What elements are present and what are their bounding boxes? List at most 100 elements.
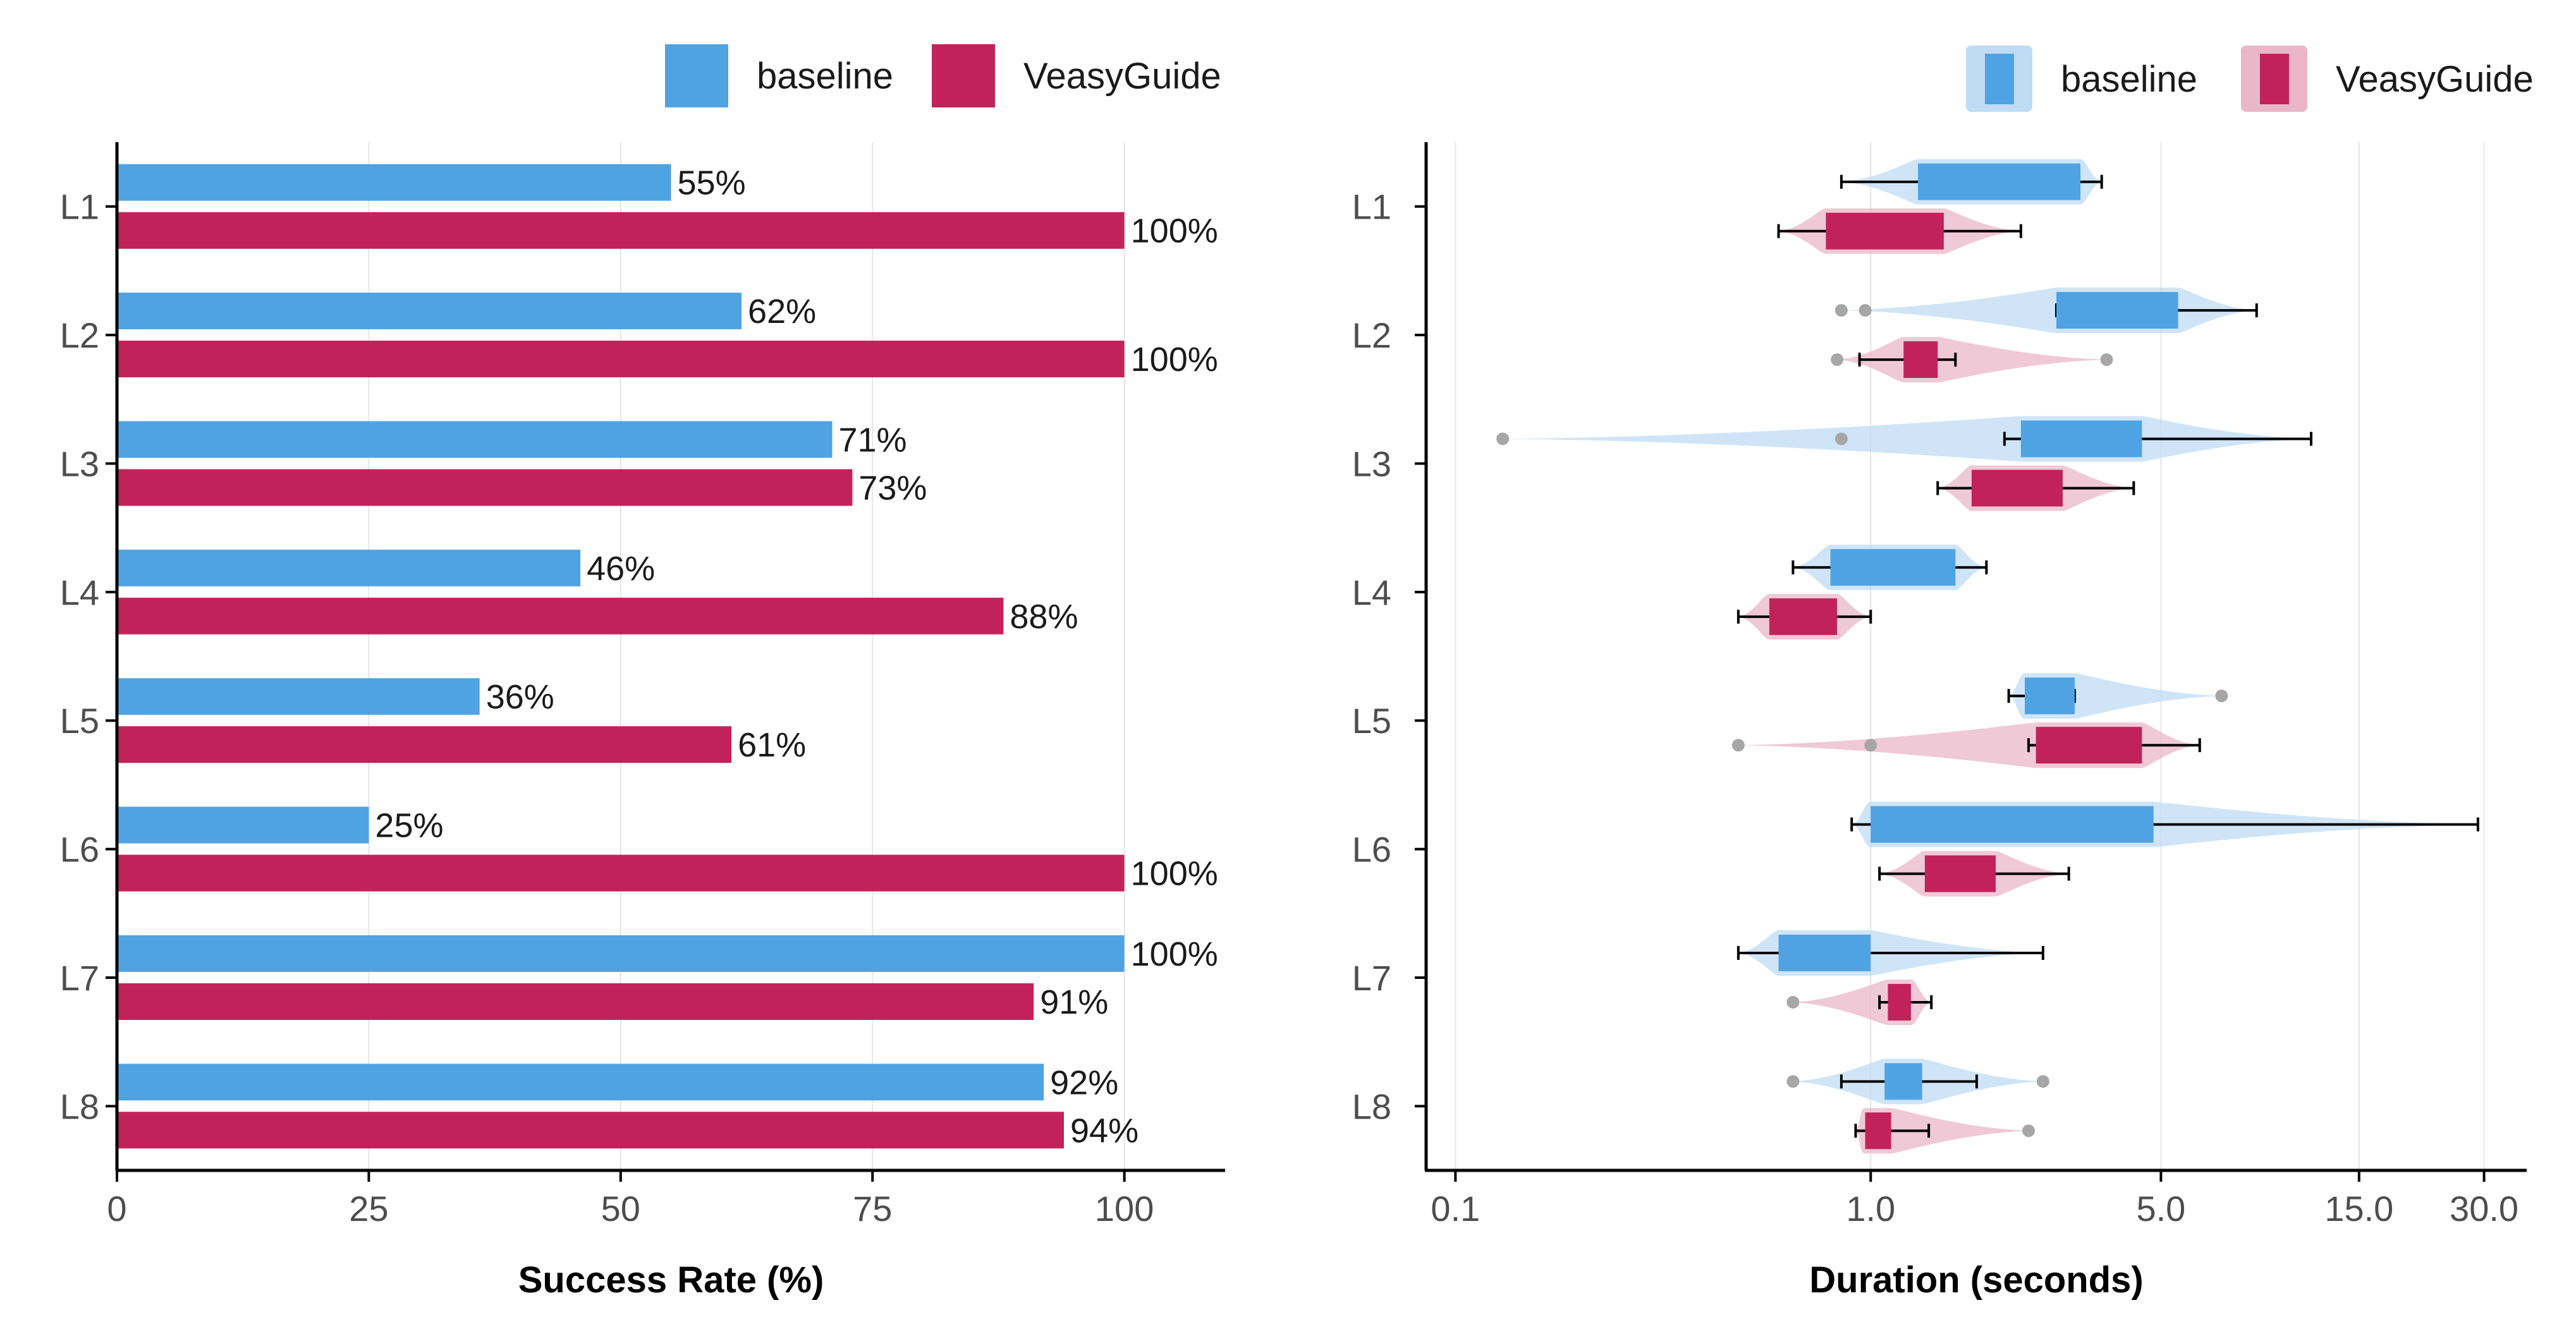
bar-value-label: 88% bbox=[1010, 598, 1078, 636]
y-tick-label: L6 bbox=[1352, 830, 1391, 870]
y-tick-label: L4 bbox=[60, 573, 99, 612]
box-baseline-l6 bbox=[1871, 806, 2154, 843]
y-tick-label: L1 bbox=[60, 187, 99, 227]
box-veasyguide-l2 bbox=[1903, 341, 1938, 379]
y-tick-label: L5 bbox=[1352, 701, 1391, 741]
legend-box-swatch-baseline bbox=[1985, 54, 2014, 104]
x-tick-label: 0.1 bbox=[1431, 1189, 1480, 1229]
bar-veasyguide-l1 bbox=[117, 212, 1125, 249]
y-tick-label: L7 bbox=[60, 958, 99, 998]
x-tick-label: 25 bbox=[349, 1189, 388, 1229]
x-tick-label: 5.0 bbox=[2136, 1189, 2185, 1229]
legend-label: baseline bbox=[2061, 59, 2197, 100]
x-tick-label: 15.0 bbox=[2324, 1189, 2393, 1229]
bar-veasyguide-l7 bbox=[117, 983, 1034, 1020]
box-baseline-l1 bbox=[1918, 163, 2081, 200]
x-tick-label: 100 bbox=[1095, 1189, 1154, 1229]
x-axis-title: Success Rate (%) bbox=[518, 1259, 824, 1301]
bar-value-label: 91% bbox=[1040, 983, 1108, 1021]
bar-baseline-l3 bbox=[117, 421, 833, 458]
legend-swatch-baseline bbox=[665, 44, 728, 107]
bar-value-label: 61% bbox=[738, 726, 806, 764]
outlier-point-baseline-l3 bbox=[1834, 432, 1848, 446]
bar-value-label: 100% bbox=[1131, 855, 1218, 893]
box-baseline-l3 bbox=[2020, 420, 2142, 458]
bar-baseline-l6 bbox=[117, 806, 369, 844]
y-tick-label: L8 bbox=[1352, 1086, 1391, 1126]
outlier-point-baseline-l8 bbox=[2036, 1075, 2049, 1088]
bar-veasyguide-l4 bbox=[117, 597, 1004, 634]
box-baseline-l5 bbox=[2025, 677, 2075, 715]
y-tick-label: L4 bbox=[1352, 573, 1391, 612]
box-veasyguide-l4 bbox=[1769, 598, 1838, 635]
outlier-point-baseline-l8 bbox=[1786, 1075, 1800, 1088]
box-veasyguide-l6 bbox=[1924, 855, 1996, 892]
box-baseline-l7 bbox=[1778, 934, 1871, 971]
bar-baseline-l7 bbox=[117, 935, 1125, 972]
y-tick-label: L7 bbox=[1352, 958, 1391, 998]
outlier-point-baseline-l2 bbox=[1834, 304, 1848, 317]
outlier-point-baseline-l2 bbox=[1859, 304, 1872, 317]
bar-baseline-l2 bbox=[117, 293, 742, 330]
duration-chart: L1 L2 L3 L4 L5 L6 L7 L8 0.1 1.0 5.0 15.0 30.0 Duratio… bbox=[1352, 46, 2534, 1301]
x-tick-label: 50 bbox=[601, 1189, 640, 1229]
box-veasyguide-l1 bbox=[1826, 212, 1944, 250]
bar-value-label: 25% bbox=[375, 807, 443, 845]
bar-veasyguide-l6 bbox=[117, 854, 1125, 892]
box-baseline-l2 bbox=[2056, 292, 2178, 329]
outlier-point-veasyguide-l7 bbox=[1786, 995, 1800, 1009]
outlier-point-baseline-l5 bbox=[2215, 689, 2228, 703]
bar-value-label: 71% bbox=[838, 421, 906, 459]
violin-veasyguide-l8 bbox=[1855, 1108, 2029, 1154]
legend-label: VeasyGuide bbox=[2336, 59, 2534, 100]
outlier-point-veasyguide-l5 bbox=[1731, 739, 1745, 752]
bar-value-label: 55% bbox=[678, 164, 746, 202]
legend-box-swatch-veasyguide bbox=[2260, 54, 2289, 104]
legend-swatch-veasyguide bbox=[932, 44, 995, 107]
y-tick-label: L3 bbox=[60, 444, 99, 483]
legend-label: baseline bbox=[757, 56, 893, 97]
x-axis-title: Duration (seconds) bbox=[1809, 1259, 2144, 1301]
bar-value-label: 62% bbox=[748, 293, 816, 331]
bar-value-label: 73% bbox=[858, 469, 927, 507]
box-baseline-l8 bbox=[1884, 1063, 1922, 1100]
outlier-point-veasyguide-l2 bbox=[2100, 353, 2113, 367]
x-tick-label: 30.0 bbox=[2450, 1189, 2518, 1229]
bar-baseline-l5 bbox=[117, 678, 480, 715]
bar-value-label: 100% bbox=[1131, 935, 1218, 973]
success-rate-chart: 55% 100% L1 62% 100% L2 71% 73% L3 46% 88% L4 36% 61%… bbox=[60, 44, 1225, 1301]
box-veasyguide-l7 bbox=[1888, 983, 1911, 1021]
bar-value-label: 94% bbox=[1070, 1112, 1138, 1150]
bar-value-label: 46% bbox=[587, 550, 655, 588]
y-tick-label: L6 bbox=[60, 830, 99, 870]
bar-baseline-l1 bbox=[117, 164, 671, 201]
y-tick-label: L5 bbox=[60, 701, 99, 741]
x-tick-label: 1.0 bbox=[1846, 1189, 1895, 1229]
bar-value-label: 36% bbox=[486, 678, 554, 716]
y-tick-label: L2 bbox=[60, 315, 99, 355]
bar-veasyguide-l5 bbox=[117, 726, 732, 763]
box-baseline-l4 bbox=[1830, 549, 1956, 586]
outlier-point-baseline-l3 bbox=[1496, 432, 1510, 446]
outlier-point-veasyguide-l5 bbox=[1864, 739, 1877, 752]
box-veasyguide-l5 bbox=[2036, 727, 2142, 764]
bar-veasyguide-l3 bbox=[117, 469, 853, 506]
bar-baseline-l8 bbox=[117, 1064, 1044, 1101]
x-tick-label: 0 bbox=[107, 1189, 126, 1229]
y-tick-label: L1 bbox=[1352, 187, 1391, 227]
bar-veasyguide-l2 bbox=[117, 341, 1125, 378]
box-veasyguide-l3 bbox=[1971, 470, 2063, 507]
legend-label: VeasyGuide bbox=[1023, 56, 1221, 97]
outlier-point-veasyguide-l2 bbox=[1831, 353, 1844, 367]
box-veasyguide-l8 bbox=[1865, 1112, 1891, 1150]
bar-value-label: 100% bbox=[1131, 212, 1218, 250]
bar-baseline-l4 bbox=[117, 549, 581, 586]
y-tick-label: L3 bbox=[1352, 444, 1391, 483]
bar-value-label: 92% bbox=[1050, 1064, 1118, 1101]
y-tick-label: L8 bbox=[60, 1086, 99, 1126]
x-tick-label: 75 bbox=[853, 1189, 892, 1229]
bar-value-label: 100% bbox=[1131, 341, 1218, 379]
y-tick-label: L2 bbox=[1352, 315, 1391, 355]
outlier-point-veasyguide-l8 bbox=[2022, 1124, 2036, 1138]
